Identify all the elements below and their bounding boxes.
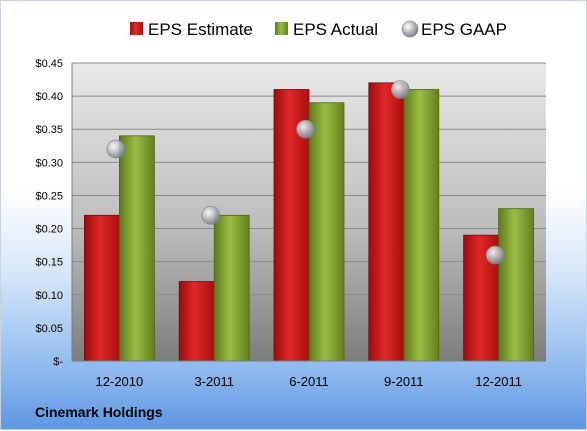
y-tick-label: $0.20 xyxy=(35,224,63,236)
eps-gaap-marker xyxy=(296,119,315,139)
legend-eps-estimate-swatch xyxy=(130,22,143,35)
legend-eps-actual-label: EPS Actual xyxy=(293,20,378,39)
y-tick-label: $0.10 xyxy=(35,290,63,302)
bars xyxy=(84,82,535,362)
legend-eps-actual-swatch xyxy=(275,22,288,35)
eps-gaap-marker xyxy=(390,80,410,99)
legend: EPS Estimate EPS Actual EPS GAAP xyxy=(130,20,507,39)
x-tick-label: 12-2011 xyxy=(475,374,522,389)
legend-eps-gaap-swatch xyxy=(401,20,419,38)
eps-gaap-marker xyxy=(485,245,505,265)
x-tick-label: 12-2010 xyxy=(96,374,144,389)
x-tick-label: 3-2011 xyxy=(194,374,234,389)
x-axis: 12-2010 3-2011 6-2011 9-2011 12-2011 xyxy=(96,374,522,389)
eps-estimate-bar xyxy=(178,281,215,362)
legend-eps-gaap: EPS GAAP xyxy=(401,20,507,39)
legend-eps-gaap-label: EPS GAAP xyxy=(421,20,507,39)
y-tick-label: $0.05 xyxy=(35,323,63,335)
eps-actual-bar xyxy=(308,102,345,362)
y-tick-label: $0.45 xyxy=(35,58,63,70)
eps-gaap-marker xyxy=(106,139,126,159)
eps-actual-bar xyxy=(498,208,535,362)
legend-eps-estimate: EPS Estimate xyxy=(130,20,253,39)
y-tick-label: $0.15 xyxy=(35,257,63,269)
eps-actual-bar xyxy=(119,135,155,362)
company-name: Cinemark Holdings xyxy=(35,404,163,420)
y-tick-label: $- xyxy=(53,356,63,368)
eps-actual-bar xyxy=(403,89,440,362)
y-tick-label: $0.40 xyxy=(35,91,63,103)
y-tick-label: $0.30 xyxy=(35,157,63,169)
eps-estimate-bar xyxy=(84,214,120,362)
y-tick-label: $0.25 xyxy=(35,190,63,202)
y-tick-label: $0.35 xyxy=(35,124,63,136)
legend-eps-estimate-label: EPS Estimate xyxy=(148,20,253,39)
gaap-markers xyxy=(106,80,505,265)
eps-gaap-marker xyxy=(201,206,220,225)
eps-actual-bar xyxy=(213,214,250,362)
y-axis: $- $0.05 $0.10 $0.15 $0.20 $0.25 $0.30 $0.35 $0.… xyxy=(35,58,546,368)
eps-estimate-bar xyxy=(368,82,405,362)
x-tick-label: 9-2011 xyxy=(384,374,424,389)
legend-eps-actual: EPS Actual xyxy=(275,20,378,39)
x-tick-label: 6-2011 xyxy=(289,374,329,389)
